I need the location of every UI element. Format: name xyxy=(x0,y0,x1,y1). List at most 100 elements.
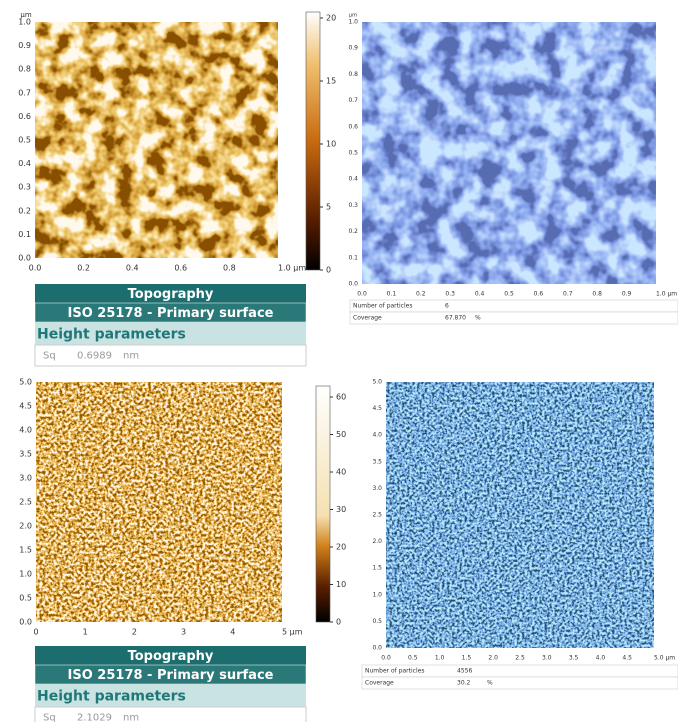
x-tick-label: 4 xyxy=(230,628,235,637)
y-tick-label: 1.0 xyxy=(348,19,358,26)
colorbar-label: 60 xyxy=(336,393,346,402)
y-tick-label: 2.5 xyxy=(19,498,32,507)
x-tick-label: 0.4 xyxy=(126,264,139,273)
result-value: 67.870 xyxy=(445,315,466,322)
topography-image xyxy=(36,382,282,622)
y-tick-label: 0.5 xyxy=(18,136,31,145)
x-tick-label: 0.6 xyxy=(174,264,187,273)
x-tick-label: 0.2 xyxy=(416,291,426,298)
table-title: Topography xyxy=(128,649,214,664)
x-tick-label: 1.5 xyxy=(462,655,472,662)
y-tick-label: 1.5 xyxy=(372,565,382,572)
colorbar xyxy=(315,385,331,623)
y-tick-label: 0.0 xyxy=(18,254,31,263)
param-name: Sq xyxy=(43,351,56,362)
y-tick-label: 2.5 xyxy=(372,512,382,519)
y-tick-label: 0.5 xyxy=(372,618,382,625)
x-tick-label: 1 xyxy=(83,628,88,637)
y-tick-label: 1.0 xyxy=(19,570,32,579)
y-tick-label: 0.6 xyxy=(348,123,358,130)
y-tick-label: 3.5 xyxy=(372,458,382,465)
table-section-bg xyxy=(35,322,306,345)
y-tick-label: 2.0 xyxy=(372,538,382,545)
x-tick-label: 0.0 xyxy=(29,264,42,273)
colorbar-label: 10 xyxy=(326,140,336,149)
y-unit: µm xyxy=(20,11,31,19)
x-tick-label: 1.0 µm xyxy=(656,291,677,298)
colorbar-label: 20 xyxy=(326,14,336,23)
result-value: 4556 xyxy=(457,668,472,675)
table-section: Height parameters xyxy=(37,327,186,343)
table-subtitle: ISO 25178 - Primary surface xyxy=(68,306,274,321)
y-tick-label: 0.6 xyxy=(18,112,31,121)
colorbar-label: 10 xyxy=(336,580,346,589)
y-tick-label: 0.0 xyxy=(19,618,32,627)
x-tick-label: 2 xyxy=(132,628,137,637)
y-tick-label: 0.4 xyxy=(18,159,31,168)
x-tick-label: 3.0 xyxy=(542,655,552,662)
x-tick-label: 0.8 xyxy=(592,291,602,298)
y-tick-label: 0.9 xyxy=(348,45,358,52)
y-tick-label: 0.2 xyxy=(348,228,358,235)
colorbar xyxy=(305,11,321,271)
colorbar-label: 40 xyxy=(336,468,346,477)
x-tick-label: 0.7 xyxy=(563,291,573,298)
param-value: 0.6989 xyxy=(77,351,112,362)
y-tick-label: 2.0 xyxy=(19,522,32,531)
table-row-bg xyxy=(34,344,307,367)
y-tick-label: 4.5 xyxy=(19,402,32,411)
x-tick-label: 0.6 xyxy=(534,291,544,298)
y-tick-label: 3.0 xyxy=(19,474,32,483)
particle-image xyxy=(362,22,656,284)
y-tick-label: 3.0 xyxy=(372,485,382,492)
x-tick-label: 0.8 xyxy=(223,264,236,273)
x-tick-label: 0.5 xyxy=(408,655,418,662)
y-tick-label: 0.9 xyxy=(18,41,31,50)
x-tick-label: 2.0 xyxy=(488,655,498,662)
y-tick-label: 0.1 xyxy=(348,254,358,261)
param-name: Sq xyxy=(43,713,56,722)
colorbar-label: 50 xyxy=(336,430,346,439)
x-tick-label: 5 µm xyxy=(282,628,303,637)
x-tick-label: 3.5 xyxy=(569,655,579,662)
y-unit: µm xyxy=(349,13,357,19)
y-tick-label: 0.0 xyxy=(348,281,358,288)
y-tick-label: 0.7 xyxy=(18,88,31,97)
result-label: Coverage xyxy=(353,315,382,322)
table-section: Height parameters xyxy=(37,689,186,705)
result-label: Coverage xyxy=(365,680,394,687)
colorbar-label: 0 xyxy=(336,618,341,627)
param-unit: nm xyxy=(123,713,139,722)
y-tick-label: 0.8 xyxy=(348,71,358,78)
x-tick-label: 0.3 xyxy=(445,291,455,298)
y-tick-label: 1.0 xyxy=(372,591,382,598)
y-tick-label: 1.0 xyxy=(18,18,31,27)
x-tick-label: 0.2 xyxy=(77,264,90,273)
result-row xyxy=(361,676,678,690)
y-tick-label: 5.0 xyxy=(372,379,382,386)
x-tick-label: 2.5 xyxy=(515,655,525,662)
x-tick-label: 0.0 xyxy=(381,655,391,662)
table-subtitle: ISO 25178 - Primary surface xyxy=(68,668,274,683)
x-tick-label: 0.0 xyxy=(357,291,367,298)
param-value: 2.1029 xyxy=(77,713,112,722)
y-tick-label: 0.1 xyxy=(18,230,31,239)
result-row xyxy=(349,311,678,325)
colorbar-label: 0 xyxy=(326,266,331,275)
result-value: 6 xyxy=(445,303,449,310)
result-label: Number of particles xyxy=(365,668,424,675)
y-tick-label: 0.3 xyxy=(348,202,358,209)
x-tick-label: 0.5 xyxy=(504,291,514,298)
x-tick-label: 1.0 xyxy=(435,655,445,662)
x-tick-label: 0 xyxy=(33,628,38,637)
result-value: 30.2 xyxy=(457,680,471,687)
particle-image xyxy=(386,382,654,648)
y-tick-label: 5.0 xyxy=(19,378,32,387)
table-title-bg xyxy=(35,646,306,665)
x-tick-label: 3 xyxy=(181,628,186,637)
y-tick-label: 4.5 xyxy=(372,405,382,412)
result-unit: % xyxy=(475,315,481,322)
param-unit: nm xyxy=(123,351,139,362)
